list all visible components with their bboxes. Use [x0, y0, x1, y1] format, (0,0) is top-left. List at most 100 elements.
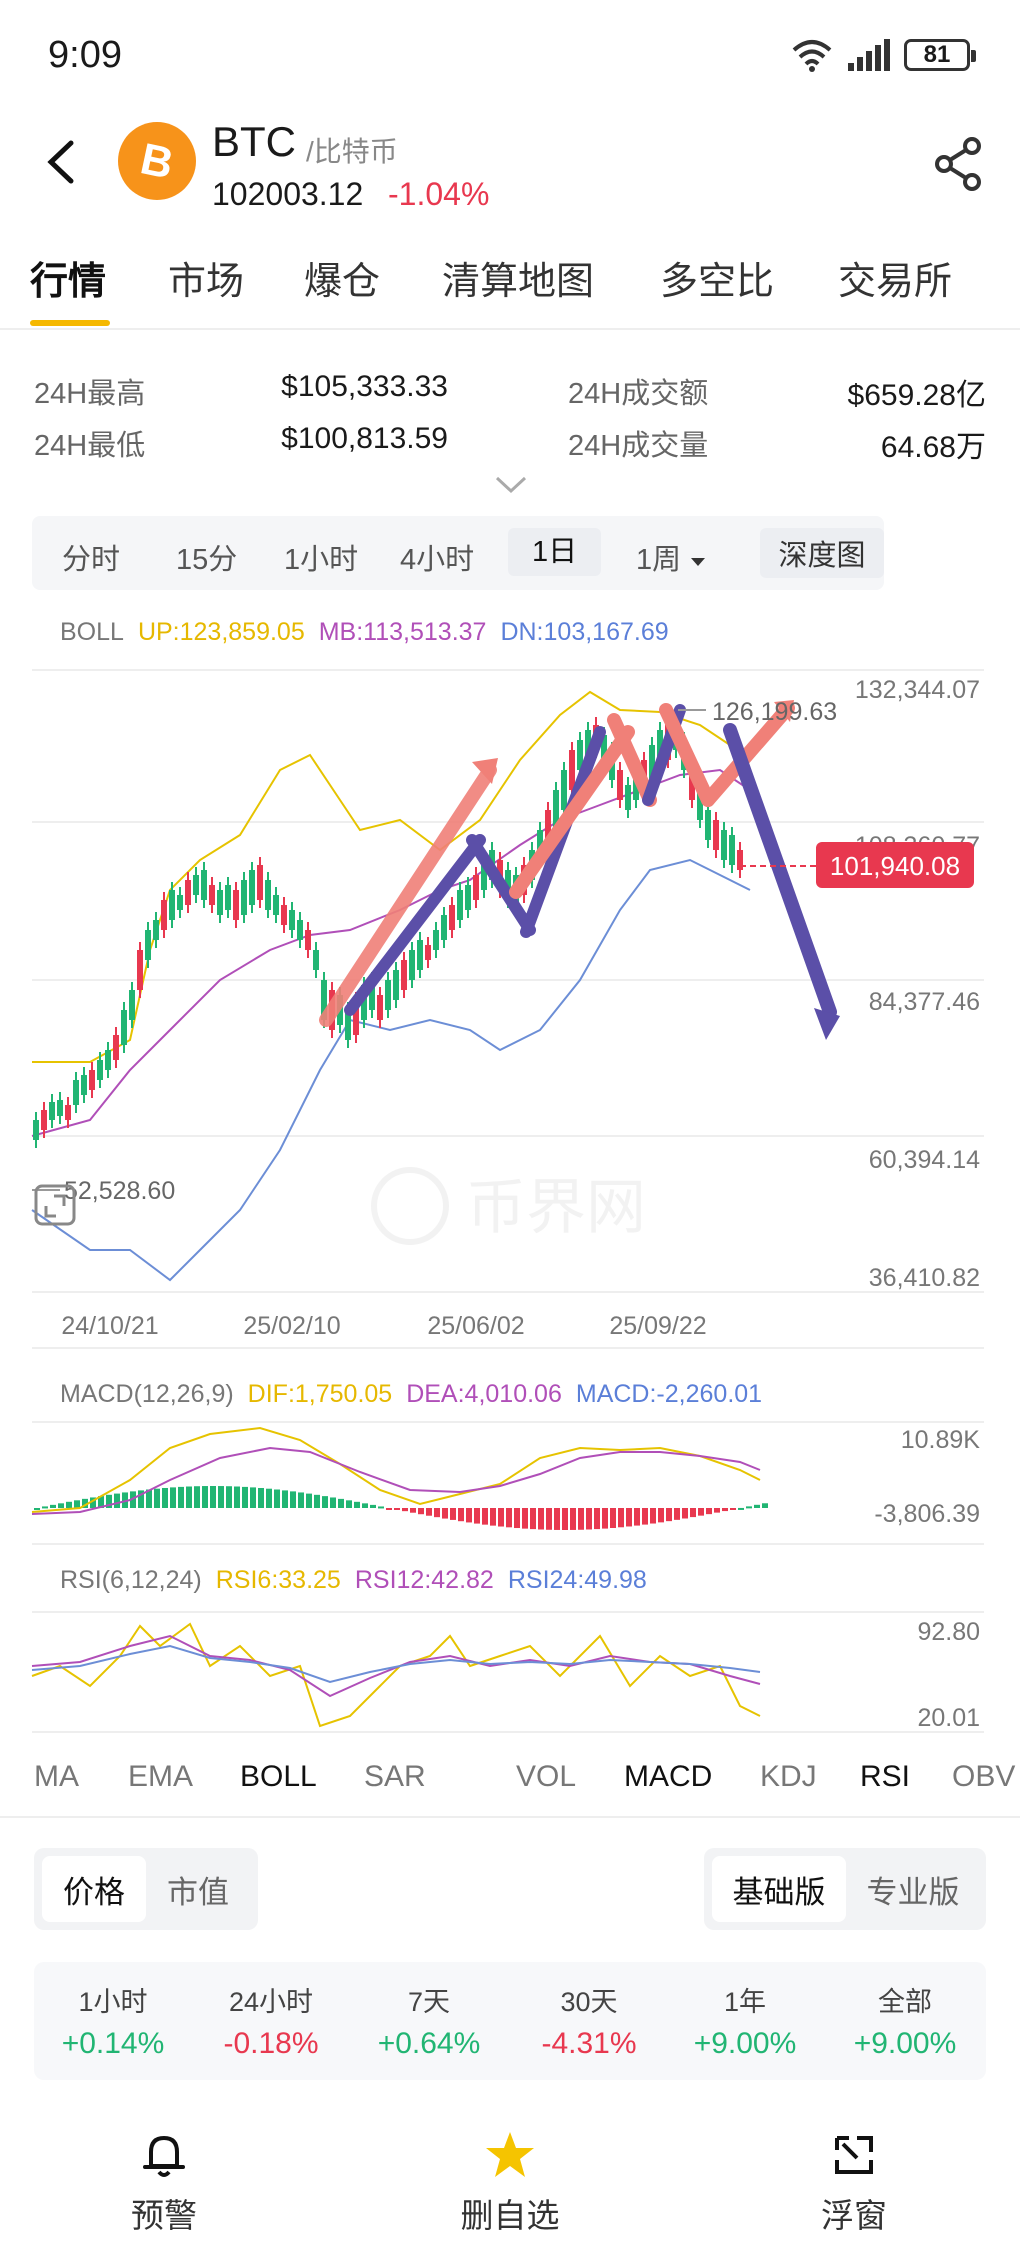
candle-body	[225, 885, 231, 910]
macd-dif-line	[31, 1426, 761, 1513]
macd-bar	[234, 1486, 240, 1508]
macd-bar	[138, 1490, 144, 1508]
boll-name: BOLL	[60, 618, 124, 646]
candle-body	[585, 730, 591, 760]
candle-body	[129, 990, 135, 1020]
candle-body	[385, 980, 391, 1010]
seg-price[interactable]: 价格	[42, 1856, 146, 1922]
macd-bar	[650, 1508, 656, 1524]
nav-float-window[interactable]: 浮窗	[774, 2130, 934, 2237]
macd-histogram	[34, 1486, 768, 1530]
indicator-ema[interactable]: EMA	[128, 1760, 194, 1793]
macd-bar	[90, 1497, 96, 1508]
candle-body	[89, 1070, 95, 1090]
macd-bar	[322, 1496, 328, 1508]
candle-body	[401, 960, 407, 990]
tab-long-short-ratio[interactable]: 多空比	[660, 261, 775, 303]
back-button[interactable]	[30, 132, 90, 192]
candle-body	[281, 905, 287, 925]
rsi-chart[interactable]: 92.80 20.01	[0, 1606, 1020, 1740]
macd-bar	[618, 1508, 624, 1528]
interval-1w-label: 1周	[636, 544, 682, 576]
chevron-down-icon[interactable]	[494, 474, 528, 496]
macd-value: MACD:-2,260.01	[575, 1380, 763, 1408]
candle-body	[353, 1000, 359, 1035]
y-tick-4: 60,394.14	[869, 1146, 980, 1174]
candle-body	[105, 1050, 111, 1070]
macd-bar	[546, 1508, 552, 1530]
macd-bar	[282, 1490, 288, 1508]
seg-basic[interactable]: 基础版	[712, 1856, 846, 1922]
performance-panel: 1小时 +0.14% 24小时 -0.18% 7天 +0.64% 30天 -4.…	[34, 1962, 986, 2080]
macd-bar	[530, 1508, 536, 1530]
candle-body	[473, 875, 479, 900]
macd-bar	[378, 1506, 384, 1509]
candle-body	[393, 970, 399, 1000]
macd-chart[interactable]: 10.89K -3,806.39	[0, 1420, 1020, 1550]
indicator-ma[interactable]: MA	[34, 1760, 79, 1793]
macd-bar	[602, 1508, 608, 1529]
candlesticks	[33, 707, 743, 1148]
indicator-macd[interactable]: MACD	[624, 1760, 713, 1793]
indicator-obv[interactable]: OBV	[952, 1760, 1016, 1793]
macd-bar	[346, 1500, 352, 1508]
tab-liquidations[interactable]: 爆仓	[304, 261, 381, 303]
macd-bottom-label: -3,806.39	[874, 1500, 980, 1528]
indicator-rsi[interactable]: RSI	[860, 1760, 911, 1793]
interval-15m[interactable]: 15分	[176, 544, 238, 576]
candle-body	[465, 885, 471, 910]
interval-timeshare[interactable]: 分时	[62, 544, 121, 576]
rsi-12: RSI12:42.82	[354, 1566, 494, 1594]
macd-bar	[418, 1508, 424, 1515]
candle-body	[305, 930, 311, 950]
candle-body	[697, 790, 703, 820]
macd-bar	[554, 1508, 560, 1530]
status-bar: 9:09 81	[0, 0, 1020, 110]
macd-bar	[682, 1508, 688, 1519]
macd-bar	[714, 1508, 720, 1513]
candle-body	[441, 915, 447, 940]
macd-bar	[474, 1508, 480, 1524]
macd-dif: DIF:1,750.05	[247, 1380, 393, 1408]
rsi-6: RSI6:33.25	[215, 1566, 341, 1594]
indicator-kdj[interactable]: KDJ	[760, 1760, 817, 1793]
fullscreen-icon[interactable]	[34, 1184, 76, 1226]
indicator-vol[interactable]: VOL	[516, 1760, 577, 1793]
tab-exchanges[interactable]: 交易所	[838, 261, 953, 303]
seg-pro[interactable]: 专业版	[866, 1874, 960, 1910]
tab-market-overview[interactable]: 行情	[30, 261, 107, 303]
tab-markets[interactable]: 市场	[168, 261, 245, 303]
candlestick-chart[interactable]: 币界网 126,199.63 52,528.60 132,344.07 108,…	[0, 650, 1020, 1350]
candle-body	[457, 890, 463, 920]
nav-watchlist[interactable]: 删自选	[430, 2130, 590, 2237]
depth-chart-button[interactable]: 深度图	[760, 528, 884, 578]
candle-body	[729, 835, 735, 865]
share-button[interactable]	[930, 134, 990, 194]
interval-1w[interactable]: 1周	[636, 536, 707, 578]
interval-selector: 分时 15分 1小时 4小时 1日 1周 深度图	[32, 516, 884, 590]
macd-bar	[610, 1508, 616, 1528]
perf-label: 24小时	[228, 1987, 314, 2017]
interval-1d[interactable]: 1日	[508, 528, 602, 576]
macd-bar	[722, 1508, 728, 1512]
macd-bar	[762, 1503, 768, 1508]
chart-grid	[32, 669, 984, 1293]
rsi-top-label: 92.80	[917, 1618, 980, 1646]
drawing-arrows	[319, 700, 840, 1040]
candle-body	[737, 850, 743, 870]
tab-liquidation-map[interactable]: 清算地图	[442, 261, 595, 303]
rsi24-line	[31, 1644, 761, 1684]
indicator-sar[interactable]: SAR	[364, 1760, 426, 1793]
rsi-name: RSI(6,12,24)	[60, 1566, 202, 1594]
interval-4h[interactable]: 4小时	[400, 544, 475, 576]
seg-market-cap[interactable]: 市值	[167, 1874, 229, 1910]
volume-value: 64.68万	[880, 431, 986, 464]
macd-bar	[386, 1508, 392, 1510]
nav-alert[interactable]: 预警	[84, 2130, 244, 2237]
wifi-icon	[792, 40, 832, 72]
interval-1h[interactable]: 1小时	[284, 544, 359, 576]
indicator-boll[interactable]: BOLL	[240, 1760, 317, 1793]
macd-bar	[82, 1498, 88, 1508]
candle-body	[185, 880, 191, 905]
macd-bar	[194, 1486, 200, 1508]
